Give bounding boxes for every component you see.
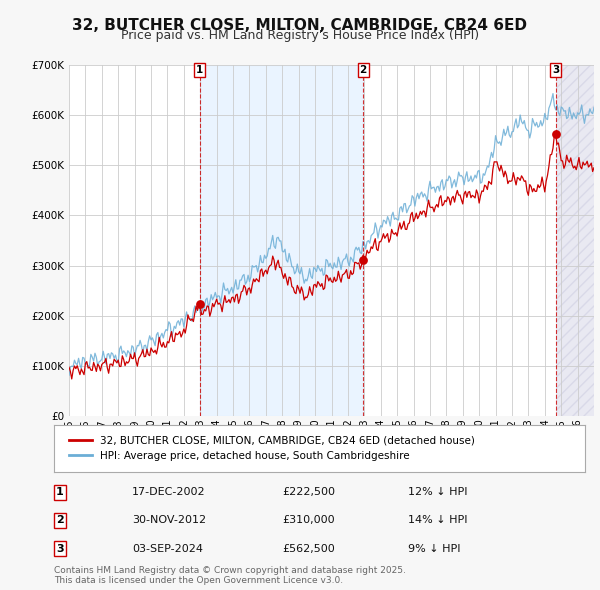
Text: 1: 1 [196,65,203,75]
Text: £222,500: £222,500 [282,487,335,497]
Text: 17-DEC-2002: 17-DEC-2002 [132,487,206,497]
Bar [556,65,594,416]
Point [195,300,205,309]
Text: 9% ↓ HPI: 9% ↓ HPI [408,544,461,553]
Text: 30-NOV-2012: 30-NOV-2012 [132,516,206,525]
Text: 2: 2 [359,65,367,75]
Text: 3: 3 [56,544,64,553]
Text: 1: 1 [56,487,64,497]
Text: 03-SEP-2024: 03-SEP-2024 [132,544,203,553]
Text: 2: 2 [56,516,64,525]
Point [358,256,368,266]
Point [551,129,560,139]
Text: 14% ↓ HPI: 14% ↓ HPI [408,516,467,525]
Legend: 32, BUTCHER CLOSE, MILTON, CAMBRIDGE, CB24 6ED (detached house), HPI: Average pr: 32, BUTCHER CLOSE, MILTON, CAMBRIDGE, CB… [65,432,479,465]
Text: £562,500: £562,500 [282,544,335,553]
Text: Price paid vs. HM Land Registry's House Price Index (HPI): Price paid vs. HM Land Registry's House … [121,30,479,42]
Text: £310,000: £310,000 [282,516,335,525]
Text: Contains HM Land Registry data © Crown copyright and database right 2025.
This d: Contains HM Land Registry data © Crown c… [54,566,406,585]
Text: 12% ↓ HPI: 12% ↓ HPI [408,487,467,497]
Text: 32, BUTCHER CLOSE, MILTON, CAMBRIDGE, CB24 6ED: 32, BUTCHER CLOSE, MILTON, CAMBRIDGE, CB… [73,18,527,32]
Text: 3: 3 [552,65,559,75]
Bar [200,65,363,416]
